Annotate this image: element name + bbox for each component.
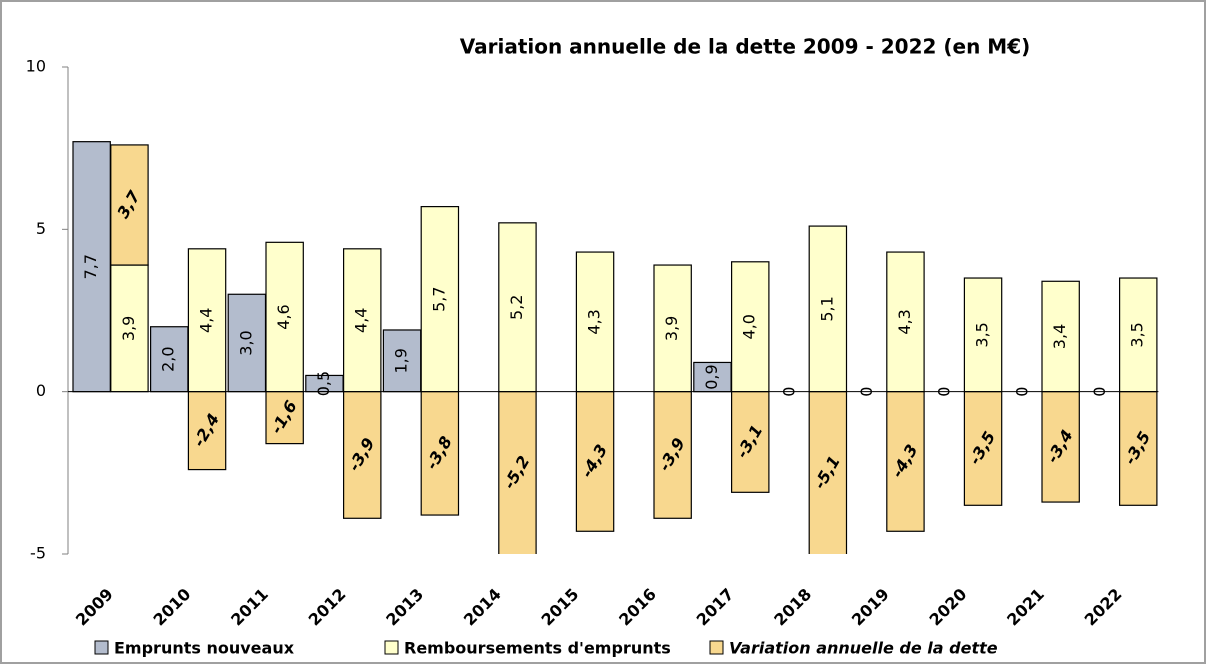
value-label: 0,5	[314, 371, 333, 396]
value-label: 4,6	[274, 304, 293, 329]
y-tick-label: -5	[30, 544, 46, 563]
value-label: 3,0	[236, 330, 255, 355]
y-tick-label: 5	[36, 219, 46, 238]
value-label: 3,4	[1050, 324, 1069, 349]
bar	[730, 261, 770, 393]
legend-label: Variation annuelle de la dette	[729, 639, 998, 658]
value-label: 4,3	[585, 309, 604, 334]
bar	[808, 391, 848, 554]
bar	[265, 241, 304, 393]
bar	[343, 391, 382, 519]
value-label: 0,9	[702, 364, 721, 389]
bar	[187, 248, 227, 393]
bar	[653, 264, 692, 393]
value-label: 3,5	[973, 322, 992, 347]
bars	[72, 141, 1158, 554]
bar	[150, 326, 189, 393]
bar	[110, 144, 149, 266]
bar	[1118, 391, 1158, 506]
y-tick-label: 10	[26, 57, 46, 76]
legend-swatch	[384, 640, 399, 655]
legend-swatch	[94, 640, 109, 655]
bar	[730, 391, 770, 493]
legend-swatch	[709, 640, 724, 655]
bar	[498, 391, 537, 554]
value-label: 1,9	[392, 348, 411, 373]
bar	[1041, 280, 1080, 393]
value-label: 7,7	[81, 254, 100, 279]
value-label: 3,9	[662, 316, 681, 341]
bar	[498, 222, 537, 393]
value-label: 4,4	[197, 308, 216, 333]
bar	[343, 248, 382, 393]
value-label: 3,5	[1128, 322, 1147, 347]
value-label: 5,2	[507, 295, 526, 320]
y-tick-label: 0	[36, 381, 46, 400]
bar	[808, 225, 848, 393]
bar	[420, 206, 460, 393]
bar	[265, 391, 304, 445]
bar	[1041, 391, 1080, 503]
grid	[62, 66, 69, 555]
legend-label: Remboursements d'emprunts	[404, 639, 671, 658]
bar	[1118, 277, 1158, 393]
bar	[886, 391, 925, 532]
value-label: 4,3	[895, 309, 914, 334]
bar	[886, 251, 925, 393]
chart-title: Variation annuelle de la dette 2009 - 20…	[460, 35, 1031, 59]
value-label: 4,0	[740, 314, 759, 339]
bar	[963, 391, 1003, 506]
value-label: 4,4	[352, 308, 371, 333]
value-label: 2,0	[159, 346, 178, 371]
bar	[575, 391, 615, 532]
value-label: 5,7	[429, 286, 448, 311]
value-label: 5,1	[817, 296, 836, 321]
bar	[575, 251, 615, 393]
value-label: 3,9	[119, 316, 138, 341]
bar	[963, 277, 1003, 393]
legend-label: Emprunts nouveaux	[114, 639, 295, 658]
